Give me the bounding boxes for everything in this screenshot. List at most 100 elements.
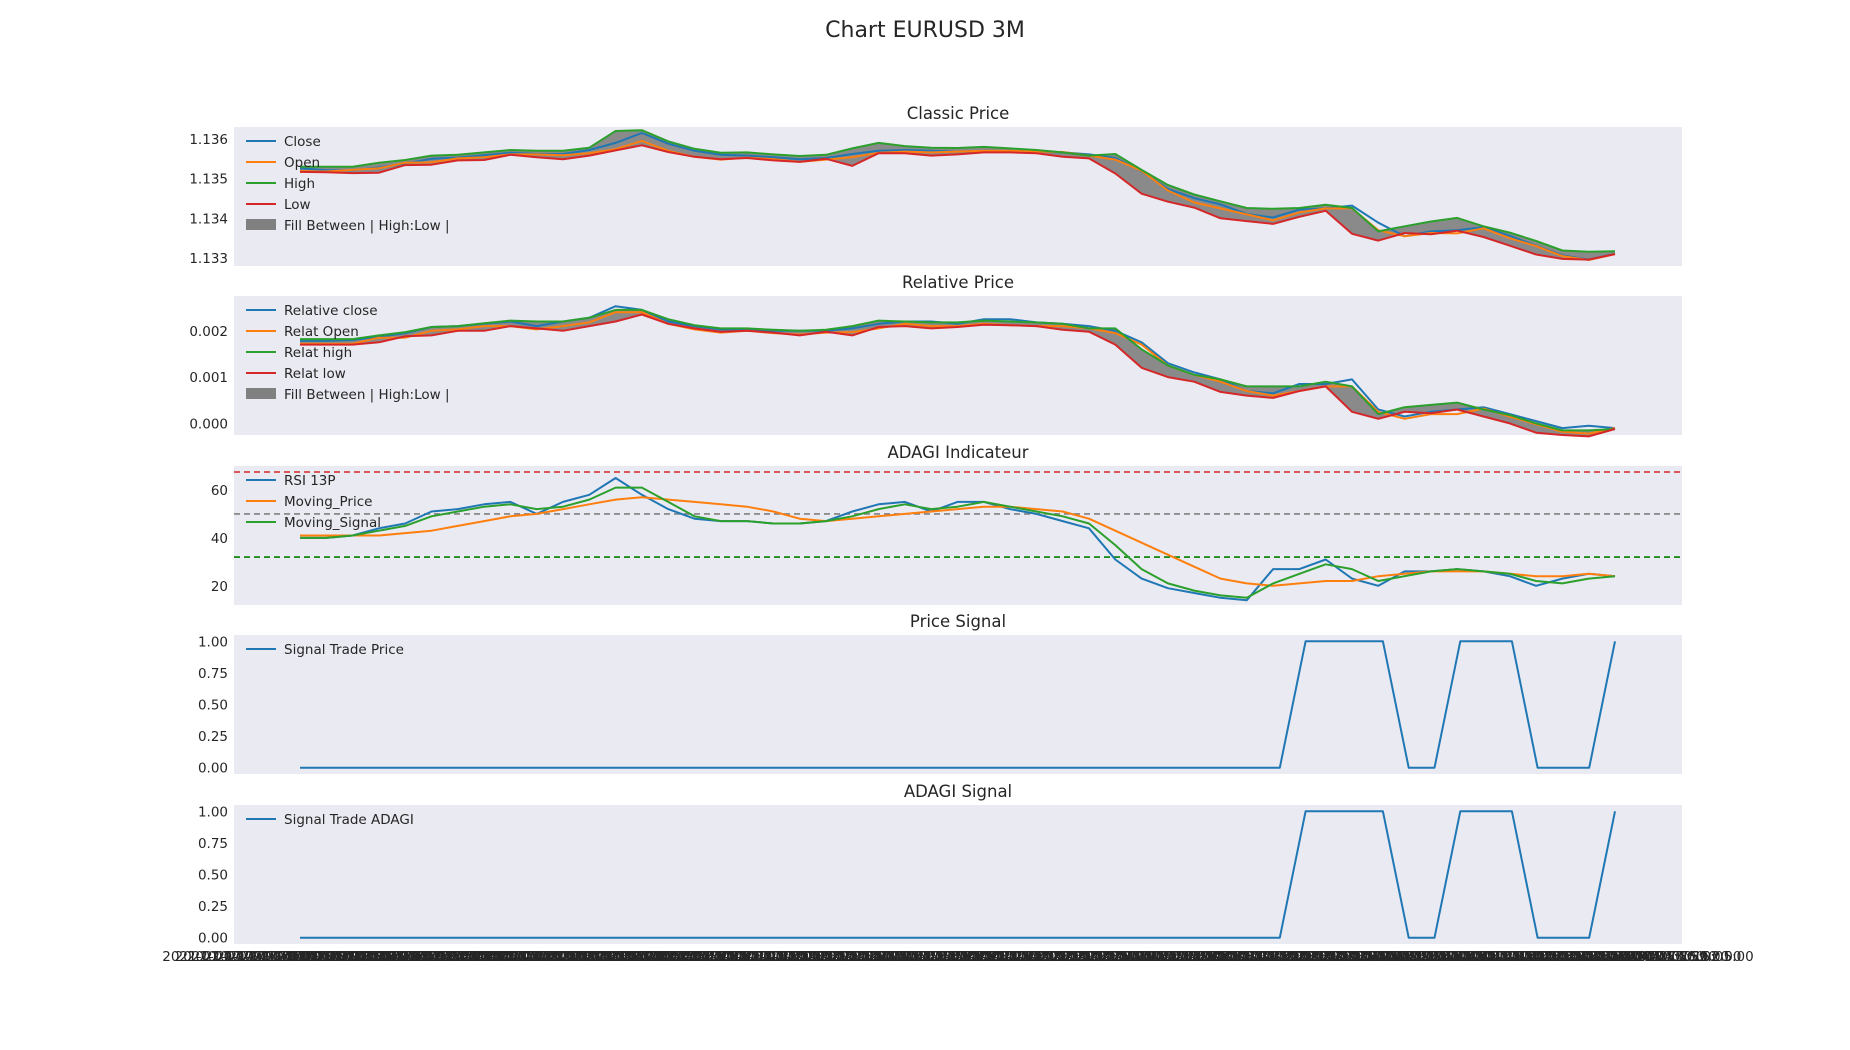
x-tick-label: 2021-01-07 12:50:00 bbox=[1058, 949, 1201, 965]
legend-label-low: Low bbox=[284, 197, 311, 213]
x-tick-label: 2021-01-07 14:56:00 bbox=[1573, 949, 1716, 965]
x-tick-label: 2021-01-07 12:44:00 bbox=[1034, 949, 1177, 965]
legend-swatch-fill-between bbox=[246, 219, 276, 230]
x-tick-label: 2021-01-07 10:59:00 bbox=[604, 949, 747, 965]
x-tick-label: 2021-01-07 13:41:00 bbox=[1267, 949, 1410, 965]
x-tick-label: 2021-01-07 13:53:00 bbox=[1316, 949, 1459, 965]
x-tick-label: 2021-01-07 12:14:00 bbox=[911, 949, 1054, 965]
series-line-moving-signal bbox=[300, 486, 1616, 599]
x-tick-label: 2021-01-07 09:29:00 bbox=[236, 949, 379, 965]
x-tick-label: 2021-01-07 10:17:00 bbox=[432, 949, 575, 965]
x-tick-label: 2021-01-07 09:44:00 bbox=[297, 949, 440, 965]
panel-2-background bbox=[234, 296, 1682, 435]
series-line-signal-trade-price bbox=[300, 640, 1616, 769]
x-tick-label: 2021-01-07 09:53:00 bbox=[334, 949, 477, 965]
x-tick-label: 2021-01-07 11:20:00 bbox=[690, 949, 833, 965]
x-tick-label: 2021-01-07 09:11:00 bbox=[162, 949, 305, 965]
x-tick-label: 2021-01-07 14:35:00 bbox=[1488, 949, 1631, 965]
x-tick-label: 2021-01-07 13:47:00 bbox=[1291, 949, 1434, 965]
x-tick-label: 2021-01-07 11:05:00 bbox=[629, 949, 772, 965]
x-tick-label: 2021-01-07 11:56:00 bbox=[837, 949, 980, 965]
panel-3-ytick-label: 40 bbox=[211, 531, 228, 547]
x-tick-label: 2021-01-07 09:35:00 bbox=[260, 949, 403, 965]
x-tick-label: 2021-01-07 10:02:00 bbox=[371, 949, 514, 965]
x-tick-label: 2021-01-07 10:20:00 bbox=[445, 949, 588, 965]
x-tick-label: 2021-01-07 09:41:00 bbox=[285, 949, 428, 965]
panel-4-background bbox=[234, 635, 1682, 774]
legend-label-rsi-13p: RSI 13P bbox=[284, 473, 336, 489]
panel-4-ytick-label: 1.00 bbox=[198, 634, 228, 650]
series-line-moving-price bbox=[300, 496, 1616, 587]
x-tick-label: 2021-01-07 12:59:00 bbox=[1095, 949, 1238, 965]
legend-label-relat-open: Relat Open bbox=[284, 324, 359, 340]
series-line-low bbox=[299, 144, 1616, 261]
x-tick-label: 2021-01-07 10:38:00 bbox=[518, 949, 661, 965]
legend-label-moving-signal: Moving_Signal bbox=[284, 515, 381, 531]
x-tick-label: 2021-01-07 14:50:00 bbox=[1549, 949, 1692, 965]
x-tick-label: 2021-01-07 12:23:00 bbox=[948, 949, 1091, 965]
x-tick-label: 2021-01-07 14:32:00 bbox=[1475, 949, 1618, 965]
x-tick-label: 2021-01-07 14:20:00 bbox=[1426, 949, 1569, 965]
x-tick-label: 2021-01-07 14:02:00 bbox=[1353, 949, 1496, 965]
x-tick-label: 2021-01-07 09:59:00 bbox=[359, 949, 502, 965]
x-tick-label: 2021-01-07 14:41:00 bbox=[1512, 949, 1655, 965]
x-tick-label: 2021-01-07 15:02:00 bbox=[1598, 949, 1741, 965]
legend-label-relative-close: Relative close bbox=[284, 303, 378, 319]
panel-3-title: ADAGI Indicateur bbox=[887, 443, 1028, 462]
x-tick-label: 2021-01-07 13:08:00 bbox=[1132, 949, 1275, 965]
x-tick-label: 2021-01-07 13:23:00 bbox=[1193, 949, 1336, 965]
x-tick-label: 2021-01-07 12:05:00 bbox=[874, 949, 1017, 965]
panel-5-ytick-label: 0.00 bbox=[198, 931, 228, 947]
x-tick-label: 2021-01-07 13:35:00 bbox=[1242, 949, 1385, 965]
panel-5-ytick-label: 0.50 bbox=[198, 868, 228, 884]
x-tick-label: 2021-01-07 11:32:00 bbox=[739, 949, 882, 965]
x-tick-label: 2021-01-07 10:29:00 bbox=[481, 949, 624, 965]
legend-label-relat-low: Relat low bbox=[284, 366, 346, 382]
panel-1-ytick-label: 1.135 bbox=[189, 172, 228, 188]
x-tick-label: 2021-01-07 10:35:00 bbox=[506, 949, 649, 965]
x-tick-label: 2021-01-07 13:26:00 bbox=[1205, 949, 1348, 965]
panel-2-ytick-label: 0.002 bbox=[189, 324, 228, 340]
x-tick-label: 2021-01-07 14:23:00 bbox=[1439, 949, 1582, 965]
x-tick-label: 2021-01-07 10:56:00 bbox=[592, 949, 735, 965]
x-tick-label: 2021-01-07 13:17:00 bbox=[1169, 949, 1312, 965]
x-tick-label: 2021-01-07 11:59:00 bbox=[849, 949, 992, 965]
panel-5-title: ADAGI Signal bbox=[904, 782, 1012, 801]
x-tick-label: 2021-01-07 11:29:00 bbox=[727, 949, 870, 965]
x-tick-label: 2021-01-07 09:47:00 bbox=[310, 949, 453, 965]
x-tick-label: 2021-01-07 12:38:00 bbox=[1009, 949, 1152, 965]
panel-2-title: Relative Price bbox=[902, 273, 1014, 292]
x-tick-label: 2021-01-07 11:14:00 bbox=[665, 949, 808, 965]
series-line-signal-trade-adagi bbox=[300, 810, 1616, 939]
x-tick-label: 2021-01-07 10:14:00 bbox=[420, 949, 563, 965]
x-tick-label: 2021-01-07 13:56:00 bbox=[1328, 949, 1471, 965]
x-tick-label: 2021-01-07 11:44:00 bbox=[788, 949, 931, 965]
x-tick-label: 2021-01-07 14:08:00 bbox=[1377, 949, 1520, 965]
x-tick-label: 2021-01-07 11:41:00 bbox=[776, 949, 919, 965]
x-tick-label: 2021-01-07 09:38:00 bbox=[273, 949, 416, 965]
panel-3-ytick-label: 60 bbox=[211, 483, 228, 499]
panel-1-title: Classic Price bbox=[907, 104, 1010, 123]
x-tick-label: 2021-01-07 09:17:00 bbox=[187, 949, 330, 965]
panel-4-ytick-label: 0.25 bbox=[198, 729, 228, 745]
series-line-open bbox=[299, 139, 1616, 261]
legend-label-signal-trade-price: Signal Trade Price bbox=[284, 642, 404, 658]
series-line-relat-high bbox=[300, 308, 1616, 432]
x-tick-label: 2021-01-07 11:50:00 bbox=[813, 949, 956, 965]
legend-label-high: High bbox=[284, 176, 315, 192]
x-tick-label: 2021-01-07 10:44:00 bbox=[543, 949, 686, 965]
panel-2-ytick-label: 0.001 bbox=[189, 370, 228, 386]
x-tick-label: 2021-01-07 10:47:00 bbox=[555, 949, 698, 965]
legend-label-signal-trade-adagi: Signal Trade ADAGI bbox=[284, 812, 414, 828]
panel-4-ytick-label: 0.00 bbox=[198, 761, 228, 777]
x-tick-label: 2021-01-07 09:26:00 bbox=[224, 949, 367, 965]
panel-1-ytick-label: 1.133 bbox=[189, 251, 228, 267]
x-tick-label: 2021-01-07 12:02:00 bbox=[862, 949, 1005, 965]
panel-4-title: Price Signal bbox=[910, 612, 1006, 631]
x-tick-label: 2021-01-07 14:05:00 bbox=[1365, 949, 1508, 965]
x-tick-label: 2021-01-07 13:38:00 bbox=[1254, 949, 1397, 965]
x-tick-label: 2021-01-07 09:50:00 bbox=[322, 949, 465, 965]
x-tick-label: 2021-01-07 13:14:00 bbox=[1156, 949, 1299, 965]
x-tick-label: 2021-01-07 10:23:00 bbox=[457, 949, 600, 965]
x-tick-label: 2021-01-07 15:05:00 bbox=[1610, 949, 1753, 965]
